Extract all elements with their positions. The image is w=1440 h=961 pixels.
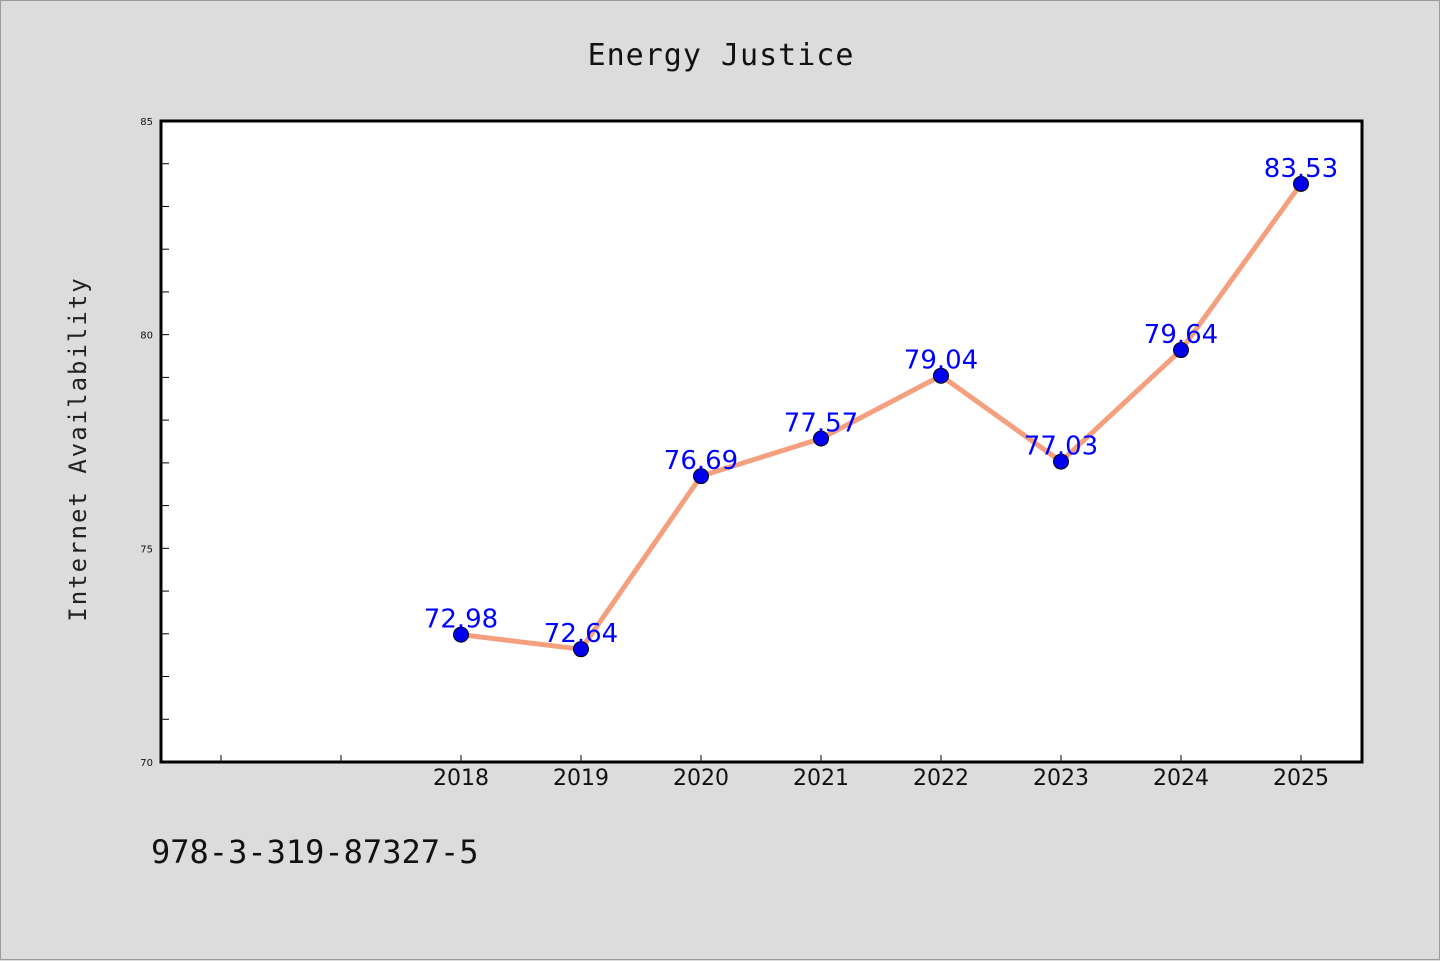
y-tick-label: 75 bbox=[140, 544, 153, 555]
y-axis-label: Internet Availability bbox=[64, 276, 92, 621]
x-tick-label: 2025 bbox=[1273, 766, 1329, 791]
x-tick-label: 2024 bbox=[1153, 766, 1209, 791]
data-label: 77.57 bbox=[784, 409, 858, 439]
data-labels-group: 72.98 72.64 76.69 77.57 79.04 77.03 79.64 83.53 bbox=[424, 154, 1338, 649]
data-point bbox=[453, 626, 469, 643]
data-label: 79.04 bbox=[904, 346, 978, 376]
data-point bbox=[693, 468, 709, 485]
data-label: 77.03 bbox=[1024, 432, 1098, 462]
data-label: 72.98 bbox=[424, 605, 498, 635]
x-tick-label: 2018 bbox=[433, 766, 489, 791]
axis-ticks: 70 75 80 85 2018 2019 2020 2021 2022 2023 2024 2025 bbox=[140, 117, 1329, 791]
chart-title: Energy Justice bbox=[588, 38, 855, 73]
data-label: 72.64 bbox=[544, 619, 618, 649]
data-label: 76.69 bbox=[664, 446, 738, 476]
data-point bbox=[1293, 175, 1309, 192]
data-point bbox=[1173, 342, 1189, 359]
data-point bbox=[813, 430, 829, 447]
x-tick-label: 2020 bbox=[673, 766, 729, 791]
x-tick-label: 2019 bbox=[553, 766, 609, 791]
series-line bbox=[458, 181, 1304, 652]
data-label: 83.53 bbox=[1264, 154, 1338, 184]
y-tick-label: 80 bbox=[140, 331, 153, 342]
data-label: 79.64 bbox=[1144, 320, 1218, 350]
data-point bbox=[573, 641, 589, 658]
series-group bbox=[453, 175, 1309, 658]
y-tick-label: 70 bbox=[140, 758, 153, 769]
x-tick-label: 2023 bbox=[1033, 766, 1089, 791]
data-point bbox=[933, 367, 949, 384]
x-tick-label: 2022 bbox=[913, 766, 969, 791]
x-tick-label: 2021 bbox=[793, 766, 849, 791]
isbn-text: 978-3-319-87327-5 bbox=[151, 833, 479, 871]
y-tick-label: 85 bbox=[140, 117, 153, 128]
plot-area bbox=[159, 119, 1364, 764]
data-point bbox=[1053, 453, 1069, 470]
